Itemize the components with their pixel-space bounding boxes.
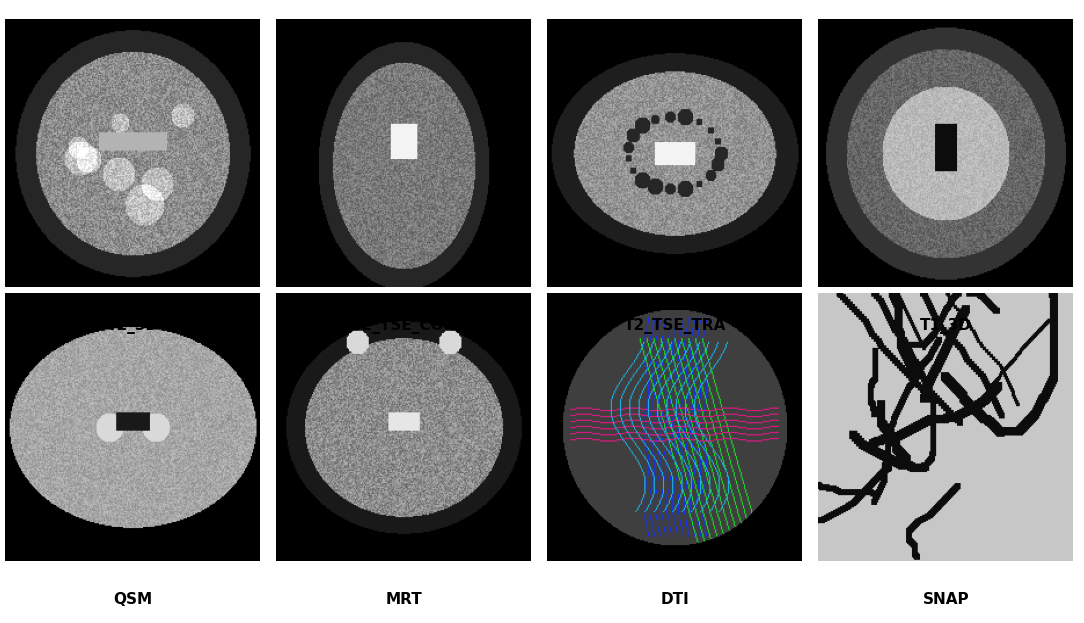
Text: T2_3D: T2_3D: [106, 318, 159, 334]
Text: T2_TSE_TRA: T2_TSE_TRA: [623, 318, 726, 334]
Text: T2_TSE_COR: T2_TSE_COR: [351, 318, 456, 334]
Text: MRT: MRT: [386, 592, 422, 607]
Text: T1_3D: T1_3D: [920, 318, 971, 334]
Text: DTI: DTI: [660, 592, 689, 607]
Text: SNAP: SNAP: [922, 592, 969, 607]
Text: QSM: QSM: [113, 592, 153, 607]
